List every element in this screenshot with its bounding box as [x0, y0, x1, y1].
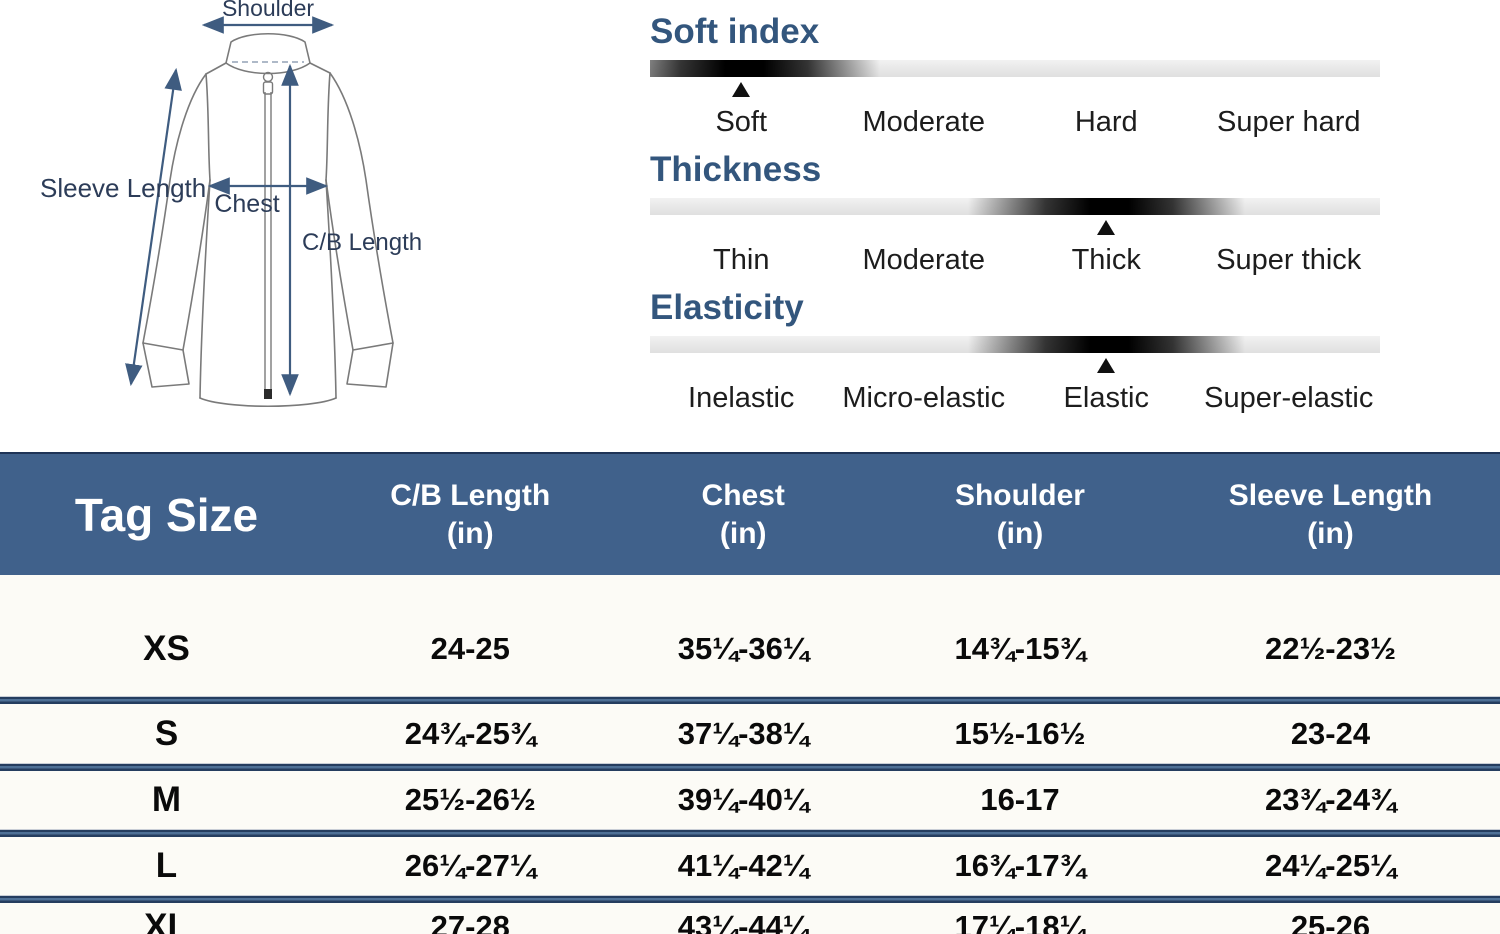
row-separator	[0, 829, 1500, 837]
cb-length-cell: 24¾-25¾	[404, 715, 536, 751]
scale-label: Moderate	[862, 244, 985, 276]
soft-index-labels: Soft Moderate Hard Super hard	[650, 104, 1380, 140]
elasticity-labels: Inelastic Micro-elastic Elastic Super-el…	[650, 380, 1380, 416]
row-separator	[0, 895, 1500, 903]
elasticity-gradient-bar	[650, 336, 1380, 353]
scale-label: Inelastic	[688, 382, 795, 414]
jacket-measurement-svg: Shoulder Sleeve Length Chest C/B Length	[40, 0, 422, 408]
shoulder-cell: 15½-16½	[954, 715, 1086, 751]
thickness-gradient-bar	[650, 198, 1380, 215]
scale-label: Super-elastic	[1204, 382, 1374, 414]
cb-length-cell: 26¼-27¼	[404, 848, 536, 883]
garment-diagram: Shoulder Sleeve Length Chest C/B Length	[0, 0, 630, 445]
size-cell: XL	[144, 906, 189, 934]
scale-label: Super hard	[1217, 106, 1361, 138]
table-row-m: M 25½-26½ 39¼-40¼ 16-17 23¾-24¾	[0, 771, 1500, 829]
chest-cell: 35¼-36¼	[677, 630, 809, 666]
shoulder-cell: 16¾-17¾	[954, 848, 1086, 883]
thickness-title: Thickness	[650, 150, 822, 189]
header-unit: (in)	[719, 516, 767, 550]
sleeve-length-label: Sleeve Length	[40, 173, 206, 203]
elasticity-marker-row	[650, 358, 1380, 378]
table-row-xs: XS 24-25 35¼-36¼ 14¾-15¾ 22½-23½	[0, 575, 1500, 696]
size-table-header: Tag Size C/B Length (in) Chest (in) Shou…	[0, 452, 1500, 575]
sleeve-length-cell: 25-26	[1290, 908, 1371, 934]
header-cb-length-label: C/B Length	[390, 478, 551, 512]
header-sleeve-length-label: Sleeve Length	[1228, 478, 1433, 512]
header-cb-length: C/B Length (in)	[333, 477, 607, 553]
header-shoulder-label: Shoulder	[954, 478, 1085, 512]
row-separator	[0, 763, 1500, 771]
table-row-l: L 26¼-27¼ 41¼-42¼ 16¾-17¾ 24¼-25¼	[0, 837, 1500, 895]
thickness-indicator-arrow	[1097, 220, 1116, 235]
size-cell: XS	[143, 628, 190, 668]
scale-label: Soft	[715, 106, 768, 138]
chest-cell: 41¼-42¼	[677, 848, 809, 883]
chest-label: Chest	[214, 190, 279, 218]
soft-index-marker-row	[650, 82, 1380, 102]
jacket-outline	[142, 33, 394, 408]
sleeve-length-cell: 23-24	[1290, 715, 1371, 751]
elasticity-indicator-arrow	[1097, 358, 1116, 373]
scale-label: Super thick	[1216, 244, 1362, 276]
feature-scales: Soft index Soft Moderate Hard Super hard…	[650, 2, 1380, 420]
soft-index-title: Soft index	[650, 12, 820, 51]
soft-index-gradient-bar	[650, 60, 1380, 77]
cb-length-cell: 27-28	[430, 908, 510, 934]
header-tag-size: Tag Size	[74, 488, 259, 541]
header-shoulder: Shoulder (in)	[879, 477, 1161, 553]
soft-index-scale: Soft index Soft Moderate Hard Super hard	[650, 10, 1380, 140]
elasticity-scale: Elasticity Inelastic Micro-elastic Elast…	[650, 286, 1380, 416]
zipper	[262, 71, 274, 399]
scale-label: Elastic	[1063, 382, 1149, 414]
soft-index-indicator-arrow	[732, 82, 751, 97]
size-cell: L	[155, 846, 178, 885]
header-unit: (in)	[996, 516, 1044, 550]
size-table: Tag Size C/B Length (in) Chest (in) Shou…	[0, 452, 1500, 934]
size-cell: S	[154, 713, 179, 753]
scale-label: Hard	[1074, 106, 1138, 138]
cb-length-cell: 25½-26½	[404, 782, 536, 817]
table-row-s: S 24¾-25¾ 37¼-38¼ 15½-16½ 23-24	[0, 704, 1500, 763]
shoulder-cell: 14¾-15¾	[954, 630, 1086, 666]
thickness-scale: Thickness Thin Moderate Thick Super thic…	[650, 148, 1380, 278]
cb-length-cell: 24-25	[430, 630, 510, 666]
chest-cell: 37¼-38¼	[677, 715, 809, 751]
thickness-labels: Thin Moderate Thick Super thick	[650, 242, 1380, 278]
scale-label: Thin	[713, 244, 770, 276]
header-chest-label: Chest	[701, 478, 785, 512]
shoulder-cell: 16-17	[980, 782, 1060, 817]
header-sleeve-length: Sleeve Length (in)	[1161, 477, 1500, 553]
cb-length-label: C/B Length	[302, 229, 422, 256]
size-cell: M	[151, 780, 182, 819]
sleeve-length-cell: 22½-23½	[1264, 630, 1396, 666]
row-separator	[0, 696, 1500, 704]
header-unit: (in)	[446, 516, 494, 550]
header-chest: Chest (in)	[607, 477, 879, 553]
scale-label: Moderate	[862, 106, 985, 138]
table-row-xl: XL 27-28 43¼-44¼ 17¼-18¼ 25-26	[0, 903, 1500, 934]
sleeve-length-arrow	[125, 67, 182, 387]
shoulder-label: Shoulder	[222, 0, 314, 21]
scale-label: Thick	[1071, 244, 1141, 276]
thickness-marker-row	[650, 220, 1380, 240]
scale-label: Micro-elastic	[842, 382, 1006, 414]
sleeve-length-cell: 23¾-24¾	[1264, 782, 1396, 817]
chest-cell: 43¼-44¼	[677, 908, 809, 934]
chest-cell: 39¼-40¼	[677, 782, 809, 817]
header-unit: (in)	[1307, 516, 1354, 550]
elasticity-title: Elasticity	[650, 288, 804, 327]
sleeve-length-cell: 24¼-25¼	[1264, 848, 1396, 883]
shoulder-cell: 17¼-18¼	[954, 908, 1086, 934]
